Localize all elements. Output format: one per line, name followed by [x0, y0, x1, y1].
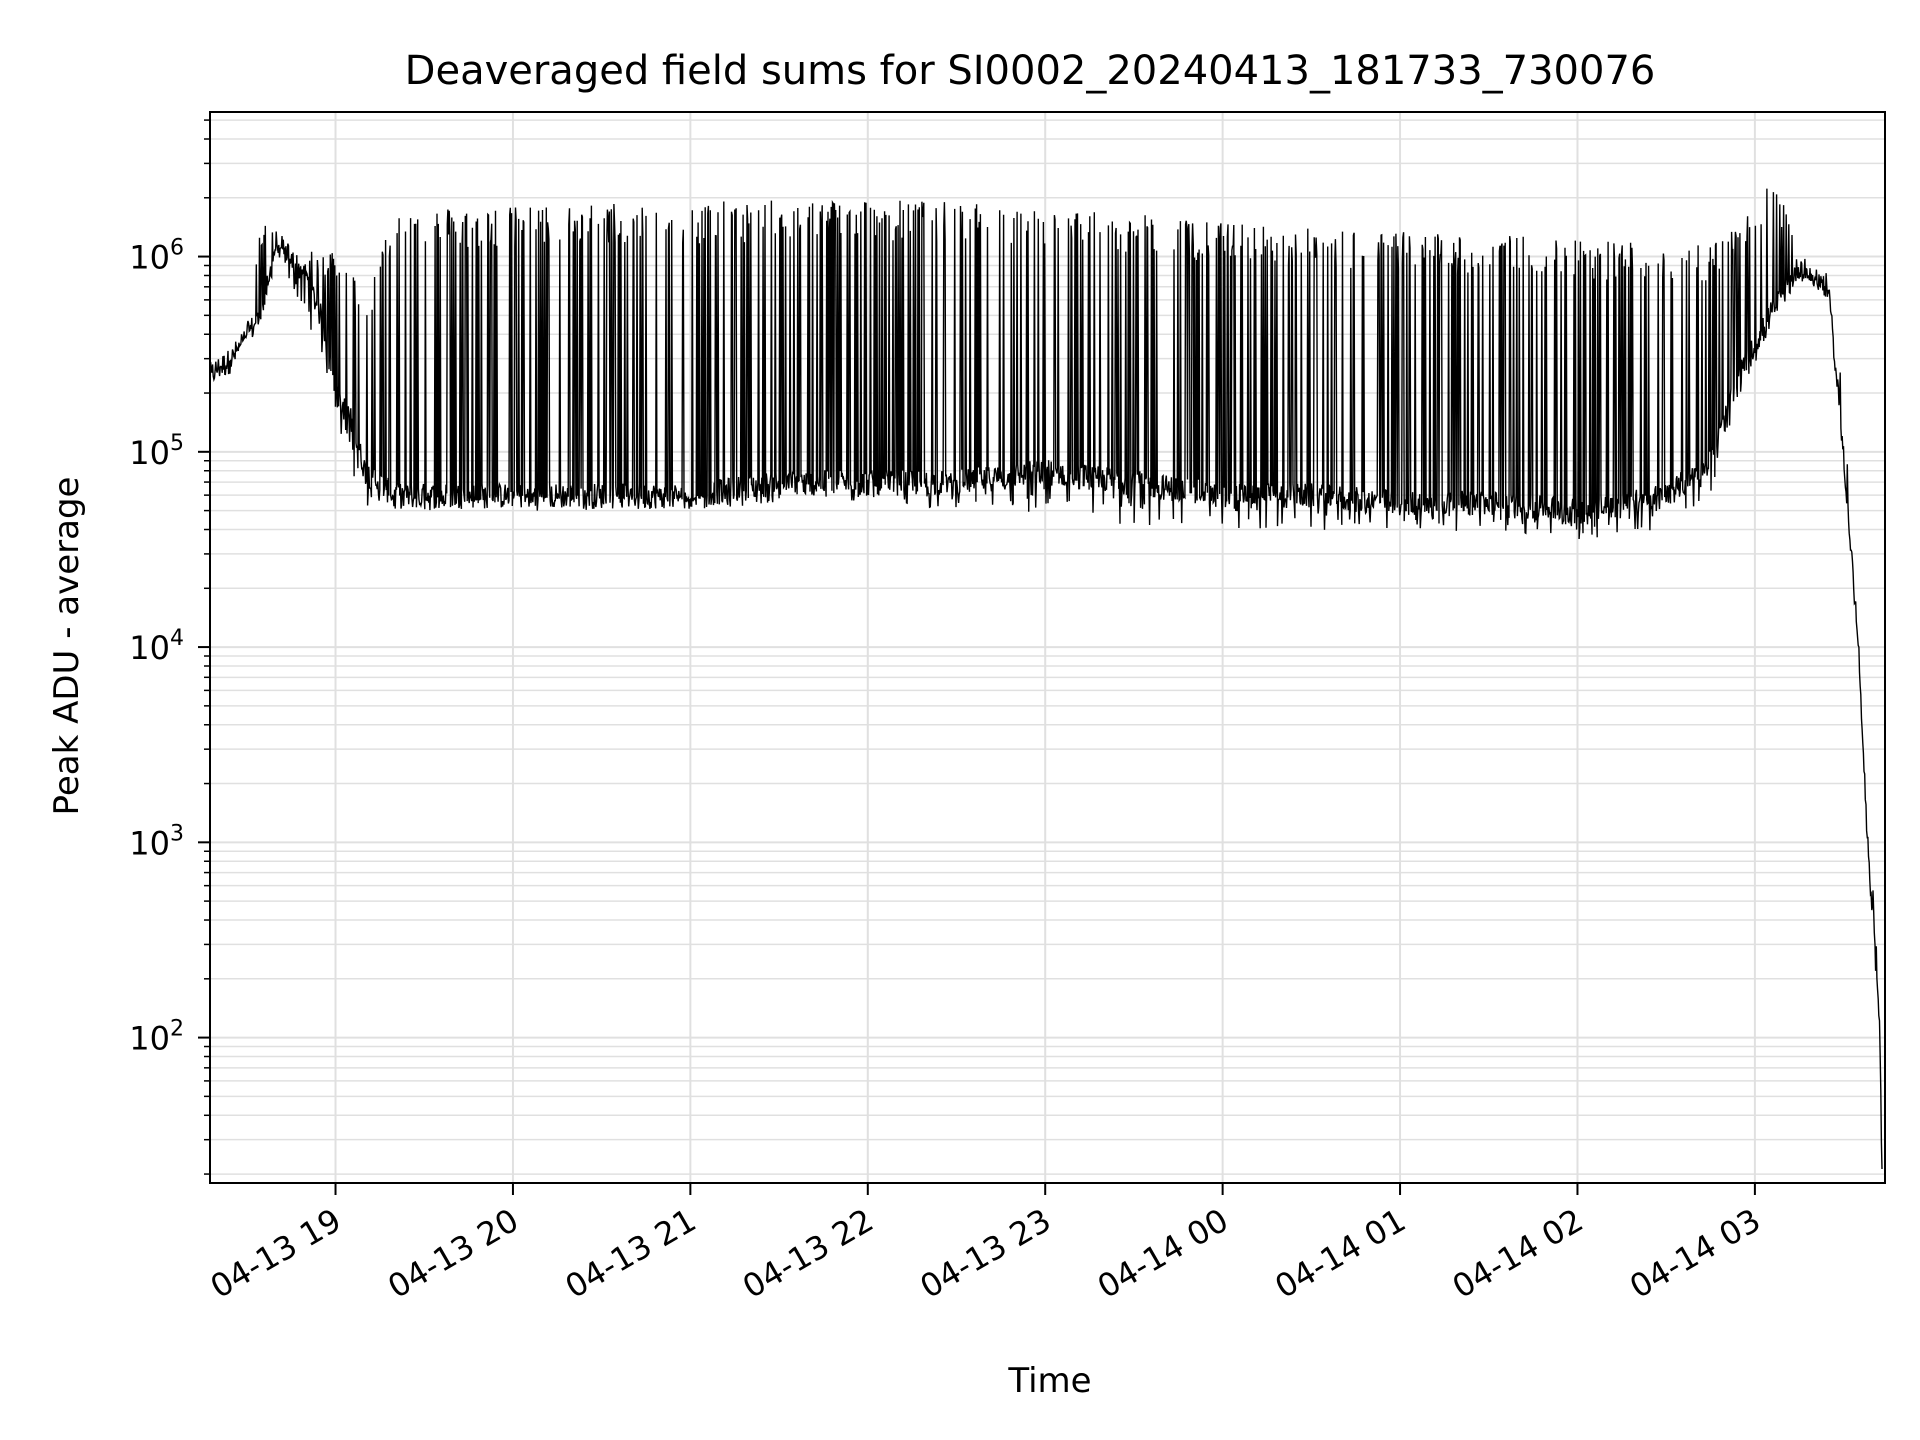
- series-line: [210, 188, 1883, 1170]
- series-group: [210, 188, 1883, 1170]
- y-axis-label: Peak ADU - average: [47, 477, 87, 816]
- y-tick-label: 102: [129, 1017, 184, 1058]
- y-tick-label: 105: [129, 431, 184, 472]
- y-tick-label: 103: [129, 821, 184, 862]
- x-axis-label: Time: [1007, 1361, 1091, 1401]
- y-tick-label: 106: [129, 236, 184, 277]
- y-tick-label: 104: [129, 626, 184, 667]
- chart-title: Deaveraged field sums for SI0002_2024041…: [405, 48, 1656, 94]
